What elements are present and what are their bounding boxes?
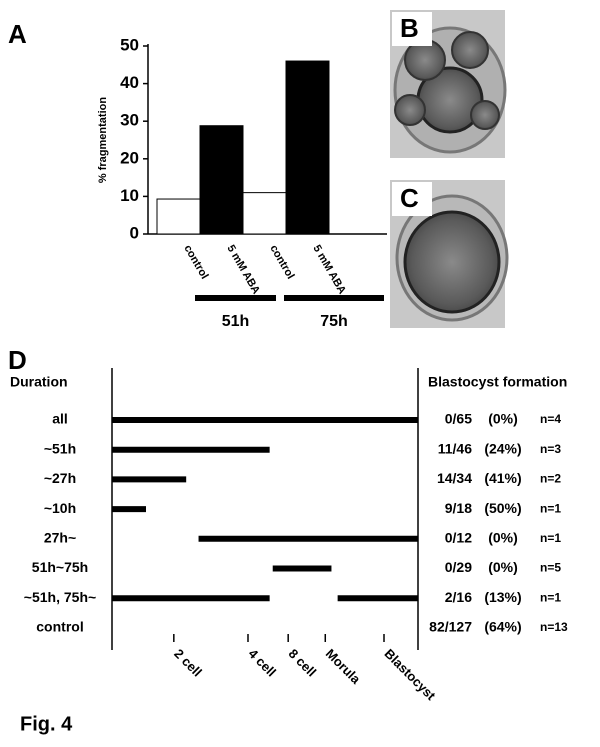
micrograph: [390, 10, 507, 158]
x-tick-label: 5 mM ABA: [224, 243, 262, 296]
row-label: 51h~75h: [32, 559, 88, 575]
blastocyst-ratio: 0/65: [445, 411, 472, 427]
y-tick-label: 10: [120, 186, 139, 205]
stage-label: 8 cell: [286, 646, 320, 680]
bar: [156, 198, 201, 235]
blastocyst-percent: (13%): [484, 589, 521, 605]
row-label: ~10h: [44, 500, 76, 516]
panel-label: B: [400, 13, 419, 43]
bar: [199, 125, 244, 235]
sample-size: n=5: [540, 561, 561, 575]
x-tick-label: 5 mM ABA: [310, 243, 348, 296]
stage-label: 4 cell: [245, 646, 279, 680]
sample-size: n=1: [540, 501, 561, 515]
blastocyst-percent: (64%): [484, 619, 521, 635]
column-header: Duration: [10, 374, 68, 390]
y-axis-label: % fragmentation: [97, 97, 109, 183]
y-tick-label: 20: [120, 148, 139, 167]
stage-label: 2 cell: [171, 646, 205, 680]
sample-size: n=1: [540, 531, 561, 545]
sample-size: n=3: [540, 442, 561, 456]
y-tick-label: 40: [120, 73, 139, 92]
y-tick-label: 50: [120, 35, 139, 54]
row-label: 27h~: [44, 530, 76, 546]
row-label: control: [36, 619, 83, 635]
sample-size: n=4: [540, 412, 561, 426]
blastocyst-ratio: 2/16: [445, 589, 472, 605]
blastocyst-ratio: 0/12: [445, 530, 472, 546]
panel-label: D: [8, 345, 27, 375]
sample-size: n=2: [540, 472, 561, 486]
blastocyst-percent: (50%): [484, 500, 521, 516]
y-tick-label: 30: [120, 111, 139, 130]
blastocyst-percent: (0%): [488, 559, 518, 575]
blastocyst-percent: (24%): [484, 440, 521, 456]
blastocyst-ratio: 82/127: [429, 619, 472, 635]
row-label: ~51h: [44, 440, 76, 456]
sample-size: n=13: [540, 620, 568, 634]
blastocyst-ratio: 0/29: [445, 559, 472, 575]
stage-label: Morula: [323, 646, 364, 687]
x-tick-label: control: [267, 243, 296, 281]
bar: [285, 60, 330, 235]
bar: [242, 192, 287, 235]
blastocyst-percent: (41%): [484, 470, 521, 486]
figure-caption: Fig. 4: [20, 713, 73, 735]
column-header: Blastocyst formation: [428, 374, 567, 390]
stage-label: Blastocyst: [381, 646, 439, 704]
y-tick-label: 0: [130, 223, 139, 242]
group-label: 51h: [222, 313, 250, 330]
blastocyst-percent: (0%): [488, 530, 518, 546]
blastocyst-ratio: 9/18: [445, 500, 472, 516]
x-tick-label: control: [181, 243, 210, 281]
micrograph: [390, 180, 509, 328]
blastocyst-ratio: 11/46: [438, 440, 472, 456]
blastocyst-percent: (0%): [488, 411, 518, 427]
group-label: 75h: [320, 313, 348, 330]
blastocyst-ratio: 14/34: [437, 470, 472, 486]
row-label: all: [52, 411, 68, 427]
row-label: ~51h, 75h~: [24, 589, 96, 605]
sample-size: n=1: [540, 590, 561, 604]
panel-label: C: [400, 183, 419, 213]
panel-label: A: [8, 19, 27, 49]
row-label: ~27h: [44, 470, 76, 486]
